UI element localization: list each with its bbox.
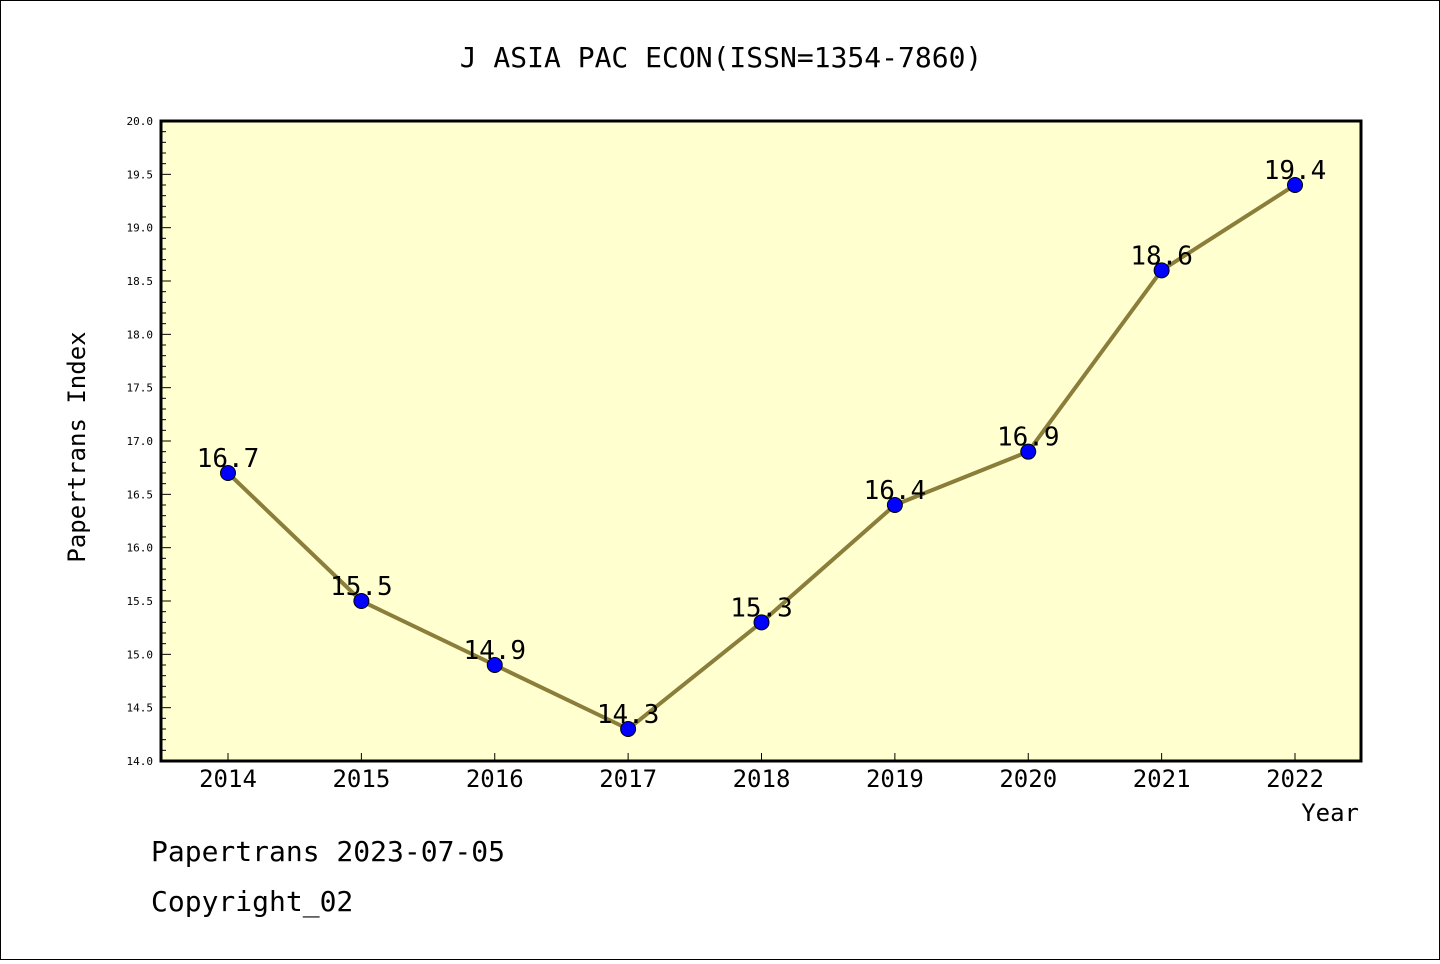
x-tick-label: 2020 — [999, 765, 1057, 793]
data-label: 15.5 — [330, 572, 393, 602]
y-tick-label: 17.5 — [127, 382, 154, 395]
data-label: 14.9 — [463, 636, 526, 666]
plot-border — [159, 119, 1363, 763]
data-label: 18.6 — [1130, 241, 1193, 271]
x-tick-label: 2015 — [332, 765, 390, 793]
y-axis-label: Papertrans Index — [63, 331, 91, 562]
footer-copyright-text: Copyright_02 — [151, 885, 354, 918]
y-tick-label: 14.0 — [127, 755, 154, 768]
y-tick-label: 16.5 — [127, 488, 154, 501]
data-labels: 16.7 15.5 14.9 14.3 15.3 16.4 16.9 18.6 19.4 — [197, 156, 1327, 730]
x-tick-label: 2014 — [199, 765, 257, 793]
y-tick-label: 19.0 — [127, 222, 154, 235]
x-tick-label: 2017 — [599, 765, 657, 793]
x-tick-label: 2016 — [466, 765, 524, 793]
data-label: 15.3 — [730, 593, 793, 623]
chart-title: J ASIA PAC ECON(ISSN=1354-7860) — [460, 41, 983, 74]
x-axis-label: Year — [1301, 799, 1359, 827]
data-label: 16.4 — [864, 476, 927, 506]
data-points — [220, 177, 1303, 737]
x-axis: 2014 2015 2016 2017 2018 2019 2020 2021 2022 — [199, 753, 1324, 793]
plot-area — [161, 121, 1361, 761]
data-point — [486, 657, 503, 673]
y-tick-label: 20.0 — [127, 115, 154, 128]
y-tick-label: 15.5 — [127, 595, 154, 608]
data-point — [1020, 443, 1037, 460]
data-point — [886, 497, 903, 513]
x-tick-label: 2019 — [866, 765, 924, 793]
y-tick-label: 16.0 — [127, 542, 154, 555]
data-point — [1153, 262, 1170, 279]
y-tick-label: 18.0 — [127, 328, 154, 341]
data-label: 19.4 — [1264, 156, 1327, 186]
data-point — [353, 593, 370, 609]
x-tick-label: 2022 — [1266, 765, 1324, 793]
x-tick-label: 2018 — [733, 765, 791, 793]
y-axis: 14.0 14.5 15.0 15.5 16.0 16.5 17.0 17.5 18.0 18.5… — [127, 115, 171, 768]
y-tick-label: 15.0 — [127, 648, 154, 661]
data-label: 14.3 — [597, 700, 660, 730]
data-point — [220, 465, 236, 481]
data-label: 16.7 — [197, 444, 260, 474]
data-point — [620, 721, 637, 737]
footer-date-text: Papertrans 2023-07-05 — [151, 835, 506, 868]
y-tick-label: 18.5 — [127, 275, 154, 288]
y-tick-label: 17.0 — [127, 435, 154, 448]
x-tick-label: 2021 — [1133, 765, 1191, 793]
y-tick-label: 19.5 — [127, 168, 154, 181]
data-label: 16.9 — [997, 423, 1060, 453]
y-tick-label: 14.5 — [127, 702, 154, 715]
data-point — [753, 614, 770, 631]
data-point — [1287, 177, 1303, 193]
